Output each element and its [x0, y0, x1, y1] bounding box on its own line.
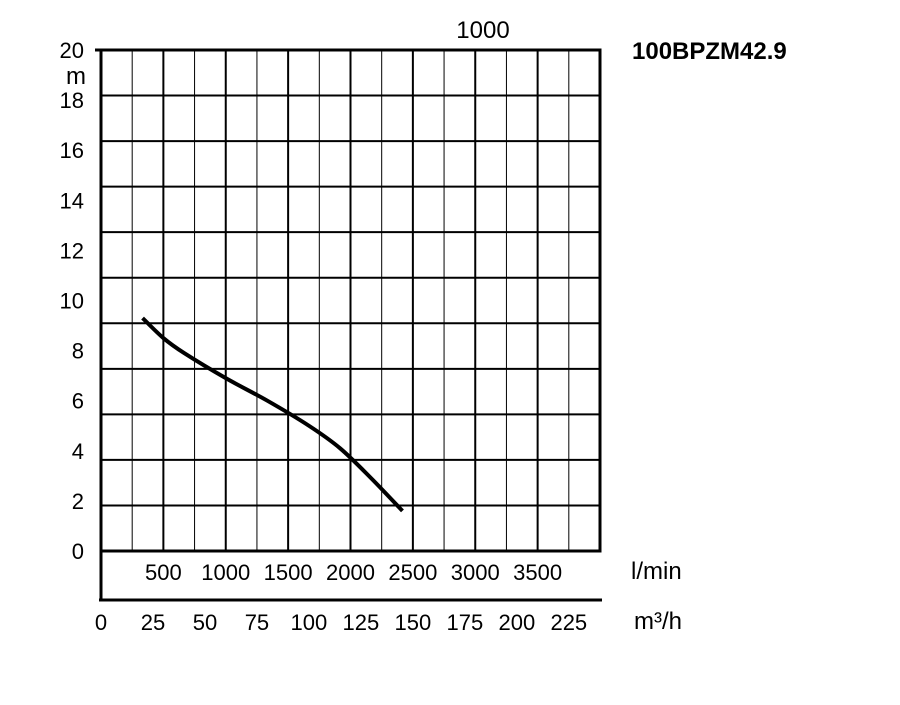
y-tick-label: 14: [60, 188, 84, 213]
x-secondary-tick-label: 1500: [264, 560, 313, 585]
x-secondary-tick-label: 1000: [201, 560, 250, 585]
x-secondary-tick-label: 3500: [513, 560, 562, 585]
y-tick-label: 12: [60, 238, 84, 263]
plot-border: [99, 48, 602, 553]
y-tick-labels: 0 2 4 6 8 10 12 14 16 18 20: [60, 38, 84, 564]
x-primary-tick-label: 50: [193, 610, 217, 635]
grid: [101, 50, 600, 551]
chart-frame: [95, 48, 602, 602]
y-tick-label: 20: [60, 38, 84, 63]
x-secondary-tick-label: 2500: [388, 560, 437, 585]
x-primary-tick-label: 0: [95, 610, 107, 635]
y-tick-label: 18: [60, 88, 84, 113]
series-layer: [141, 316, 404, 513]
x-secondary-tick-label: 3000: [451, 560, 500, 585]
x-secondary-tick-label: 500: [145, 560, 182, 585]
y-tick-label: 6: [72, 389, 84, 414]
x-primary-tick-labels: 0 25 50 75 100 125 150 175 200 225: [95, 610, 587, 635]
x-primary-tick-label: 100: [291, 610, 328, 635]
y-tick-label: 10: [60, 289, 84, 314]
x-primary-tick-label: 200: [498, 610, 535, 635]
x-primary-unit: m³/h: [634, 608, 682, 635]
y-tick-label: 16: [60, 138, 84, 163]
x-secondary-tick-label: 2000: [326, 560, 375, 585]
x-primary-tick-label: 175: [446, 610, 483, 635]
x-secondary-tick-labels: 500 1000 1500 2000 2500 3000 3500: [145, 560, 562, 585]
x-primary-tick-label: 75: [245, 610, 269, 635]
y-tick-label: 0: [72, 539, 84, 564]
y-axis-label: m: [66, 63, 86, 90]
pump-curve-line: [141, 316, 404, 513]
y-tick-label: 8: [72, 339, 84, 364]
x-primary-tick-label: 125: [343, 610, 380, 635]
chart-title: 100BPZM42.9: [632, 38, 787, 65]
top-label: 1000: [456, 17, 509, 44]
y-tick-label: 2: [72, 489, 84, 514]
x-primary-tick-label: 150: [395, 610, 432, 635]
x-primary-tick-label: 225: [550, 610, 587, 635]
x-primary-tick-label: 25: [141, 610, 165, 635]
x-secondary-unit: l/min: [631, 558, 682, 585]
y-tick-label: 4: [72, 439, 84, 464]
